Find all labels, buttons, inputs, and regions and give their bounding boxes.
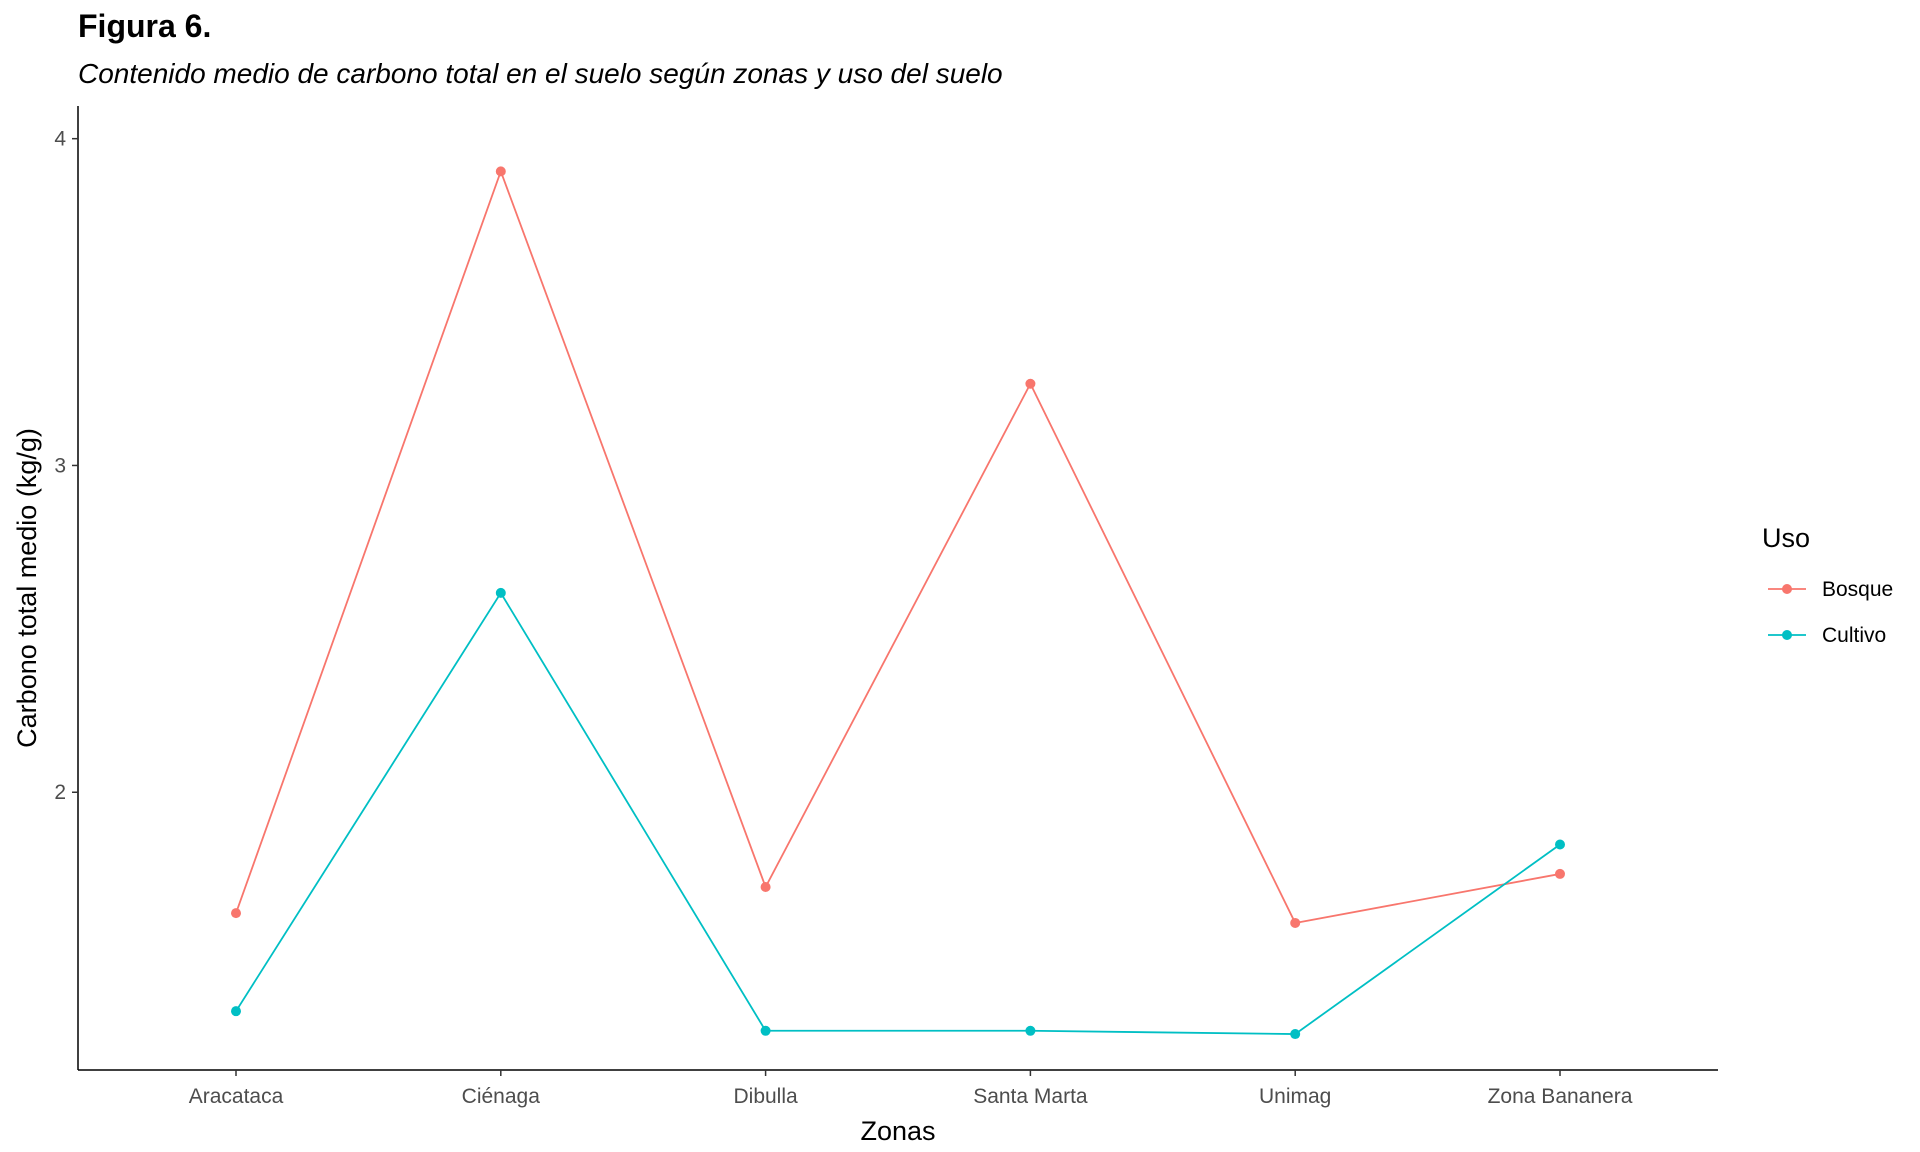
- legend-label: Bosque: [1822, 578, 1893, 601]
- series-line-bosque: [235, 168, 1561, 924]
- x-axis-label: Zonas: [860, 1116, 935, 1146]
- data-point-bosque: [1025, 378, 1036, 389]
- series-lines: [231, 166, 1565, 1040]
- data-point-bosque: [1555, 868, 1565, 879]
- y-tick-label: 3: [54, 454, 66, 477]
- data-point-bosque: [760, 882, 771, 893]
- figure-subtitle: Contenido medio de carbono total en el s…: [78, 58, 1003, 89]
- legend-label: Cultivo: [1822, 624, 1886, 647]
- figure-title: Figura 6.: [78, 8, 212, 44]
- y-tick-label: 4: [54, 128, 66, 151]
- data-point-cultivo: [1290, 1029, 1301, 1040]
- data-point-bosque: [495, 166, 506, 177]
- data-point-bosque: [231, 908, 241, 919]
- legend-title: Uso: [1762, 523, 1810, 553]
- data-point-bosque: [1290, 917, 1301, 928]
- series-line-cultivo: [235, 591, 1561, 1035]
- data-point-cultivo: [495, 587, 506, 598]
- x-tick-label: Aracataca: [189, 1085, 284, 1108]
- legend-key-point: [1782, 630, 1792, 640]
- y-tick-label: 2: [54, 781, 66, 804]
- data-point-cultivo: [231, 1006, 241, 1017]
- axes: 2 3 4 Aracataca Ciénaga Dibulla Santa Marta Uni…: [12, 106, 1718, 1146]
- x-tick-label: Santa Marta: [973, 1085, 1088, 1108]
- data-point-cultivo: [1555, 839, 1565, 850]
- x-tick-label: Dibulla: [733, 1085, 798, 1108]
- data-point-cultivo: [760, 1025, 771, 1036]
- legend: Uso Bosque Cultivo: [1762, 523, 1893, 647]
- legend-key-point: [1782, 584, 1792, 594]
- x-tick-label: Ciénaga: [462, 1085, 541, 1108]
- x-tick-label: Unimag: [1259, 1085, 1331, 1108]
- y-axis-label: Carbono total medio (kg/g): [12, 428, 42, 748]
- x-tick-label: Zona Bananera: [1488, 1085, 1633, 1108]
- data-point-cultivo: [1025, 1025, 1036, 1036]
